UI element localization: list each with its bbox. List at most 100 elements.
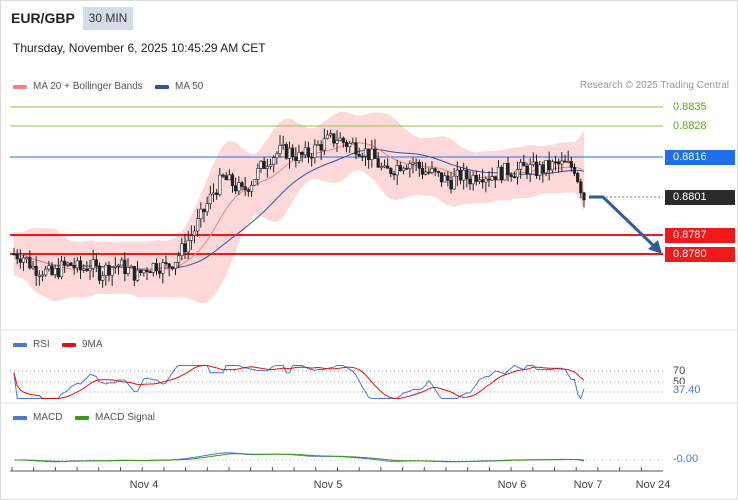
candle (496, 166, 501, 181)
pivot-price-tag: 0.8816 (665, 150, 735, 165)
candle (126, 267, 130, 275)
macd-swatch (13, 416, 27, 420)
candle (215, 192, 219, 196)
candle (237, 182, 241, 192)
candle (164, 262, 168, 265)
ma20-legend-label: MA 20 + Bollinger Bands (33, 81, 143, 92)
candle (21, 257, 26, 263)
candle (180, 243, 184, 256)
candle (474, 174, 478, 182)
candle (123, 259, 127, 275)
candle (344, 142, 349, 147)
candle (262, 160, 266, 169)
ma50-legend-label: MA 50 (175, 81, 204, 92)
candle (104, 264, 108, 276)
candle (192, 230, 197, 236)
candle (500, 166, 504, 181)
candle (465, 169, 469, 180)
candle (401, 167, 406, 172)
candle (332, 133, 336, 144)
candle (53, 267, 57, 275)
candle (436, 170, 440, 173)
candle (310, 156, 314, 159)
credit-text: Research © 2025 Trading Central (579, 80, 729, 91)
candle (246, 189, 250, 192)
rsi-value-label: 37.40 (673, 384, 701, 396)
candle (183, 243, 187, 253)
candle (329, 133, 333, 136)
candle (572, 167, 577, 174)
candle (272, 157, 276, 165)
candle (348, 143, 352, 147)
candle (414, 161, 418, 164)
candle (28, 257, 32, 269)
candle (199, 208, 203, 220)
macd-signal-swatch (75, 416, 89, 420)
candle (553, 161, 558, 164)
candle (484, 178, 488, 183)
candle (234, 185, 238, 192)
candle (477, 179, 482, 182)
candle (202, 208, 206, 213)
macd-value-label: -0.00 (673, 453, 699, 465)
candle (481, 179, 485, 183)
candle (265, 166, 269, 169)
candle (468, 178, 472, 185)
candle (25, 257, 29, 260)
candle (256, 168, 260, 180)
candle (487, 178, 491, 181)
candle (224, 175, 228, 181)
candle (15, 253, 19, 260)
candle (455, 169, 459, 177)
candle (44, 268, 48, 276)
ma20-swatch (13, 85, 27, 89)
interval-badge[interactable]: 30 MIN (83, 7, 133, 30)
candle (82, 268, 86, 271)
time-tick-label: Nov 7 (574, 479, 603, 491)
candle (313, 144, 317, 158)
candle (297, 152, 301, 162)
candle (151, 263, 155, 273)
candle (462, 169, 466, 181)
candle (189, 235, 193, 241)
candle (566, 161, 570, 163)
candle (113, 265, 117, 268)
candle (550, 161, 554, 171)
candle (341, 137, 345, 143)
candle (116, 264, 121, 267)
candle (287, 147, 292, 159)
candle (382, 165, 387, 168)
candle (531, 161, 535, 165)
candle (522, 162, 526, 167)
rsi-70-label: 70 (673, 365, 686, 377)
candle (230, 174, 235, 186)
candle (582, 192, 586, 201)
candle (417, 161, 421, 169)
candle (357, 154, 361, 157)
candle (240, 182, 244, 187)
candle (173, 262, 178, 269)
rsi-50-label: 50 (673, 376, 686, 384)
candle (490, 176, 494, 181)
candle (443, 175, 447, 183)
candle (158, 270, 162, 274)
candle (420, 168, 425, 175)
candle (294, 156, 298, 162)
candle (389, 168, 393, 174)
candle (576, 173, 580, 183)
candle (154, 263, 159, 272)
candle (34, 266, 38, 276)
candle (243, 186, 247, 191)
rsi-line (13, 364, 585, 400)
candle (221, 174, 225, 177)
candle (37, 274, 41, 277)
candlesticks (12, 128, 586, 288)
candle (515, 169, 520, 178)
candle (63, 260, 67, 266)
candle (31, 266, 35, 269)
resistance-label-2: 0.8828 (673, 120, 707, 132)
candle (218, 174, 222, 196)
candle (18, 258, 22, 263)
candle (88, 267, 92, 271)
candle (506, 162, 510, 176)
